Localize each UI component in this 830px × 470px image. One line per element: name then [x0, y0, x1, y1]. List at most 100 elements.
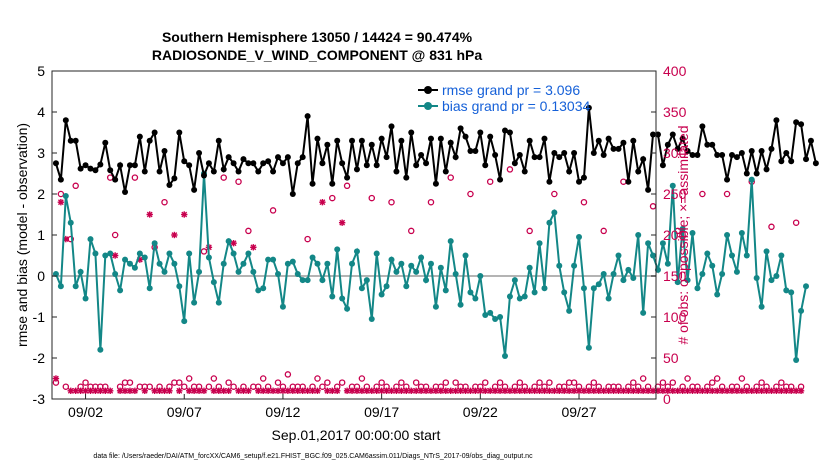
obs-assimilated-marker [185, 387, 193, 394]
obs-possible-marker [758, 379, 765, 386]
obs-assimilated-stroke [215, 387, 222, 394]
rmse-point [225, 154, 232, 161]
rmse-point [684, 147, 691, 154]
bias-point [437, 264, 444, 271]
y-tick-label-right: 250 [663, 186, 687, 202]
rmse-point [502, 127, 508, 134]
obs-assimilated-stroke [521, 387, 528, 394]
rmse-point [807, 137, 814, 144]
obs-assimilated-stroke [87, 387, 94, 394]
obs-assimilated-stroke [447, 387, 454, 394]
y-tick-label: 2 [37, 186, 45, 202]
obs-possible-marker [304, 235, 311, 243]
obs-assimilated-marker [649, 387, 657, 394]
bias-point [255, 287, 262, 294]
rmse-point [304, 113, 311, 120]
bias-point [319, 277, 326, 284]
rmse-point [294, 160, 301, 167]
y-axis-label-right: # of obs: o=possible; ×=assimilated [675, 125, 691, 344]
x-tick-label: 09/12 [265, 404, 300, 420]
rmse-point [265, 158, 272, 165]
rmse-point [546, 178, 553, 185]
rmse-point [408, 129, 415, 136]
rmse-point [368, 141, 375, 148]
obs-assimilated-stroke [403, 387, 410, 394]
obs-possible-marker [180, 383, 188, 390]
bias-point [605, 295, 612, 302]
obs-possible-marker [319, 383, 326, 390]
obs-assimilated-stroke [433, 387, 439, 394]
rmse-point [689, 152, 696, 159]
rmse-point [580, 174, 587, 181]
rmse-point [319, 160, 326, 167]
bias-point [368, 316, 375, 323]
obs-assimilated-marker [491, 387, 499, 394]
bias-point [462, 252, 469, 259]
obs-assimilated-marker [580, 387, 588, 394]
plot-background [52, 71, 656, 399]
bias-point [733, 268, 740, 275]
bias-point [704, 250, 711, 257]
obs-assimilated-marker [161, 387, 168, 394]
obs-assimilated-stroke [92, 387, 99, 394]
legend-bias-label: bias grand pr = 0.13034 [442, 98, 590, 114]
y-tick-label-right: 0 [663, 391, 671, 407]
plot-area: -3-2-101234505010015020025030035040009/0… [33, 63, 819, 420]
rmse-point [462, 133, 469, 140]
obs-possible-marker [699, 190, 706, 198]
bias-point [349, 260, 356, 267]
rmse-point [788, 158, 795, 165]
obs-assimilated-stroke [156, 387, 163, 394]
obs-assimilated-stroke [334, 387, 341, 394]
obs-assimilated-stroke [511, 387, 518, 394]
bias-point [753, 275, 760, 282]
rmse-point [467, 147, 474, 154]
y-tick-label-right: 350 [663, 104, 687, 120]
obs-assimilated-marker [240, 387, 247, 394]
obs-possible-marker [358, 375, 366, 382]
bias-point [798, 307, 805, 314]
obs-assimilated-stroke [477, 387, 484, 394]
rmse-point [151, 129, 158, 136]
rmse-point [576, 178, 583, 185]
obs-assimilated-stroke [684, 387, 691, 394]
bias-point [793, 357, 800, 364]
obs-assimilated-stroke [694, 387, 701, 394]
obs-possible-marker [669, 379, 677, 386]
rmse-point [457, 125, 464, 132]
rmse-point [373, 162, 380, 169]
rmse-point [245, 160, 252, 167]
obs-assimilated-stroke [210, 387, 217, 394]
rmse-point [566, 168, 573, 175]
bias-point [166, 250, 173, 257]
bias-point [413, 268, 420, 275]
obs-assimilated-marker [585, 387, 593, 394]
bias-point [482, 311, 489, 318]
obs-assimilated-marker [792, 387, 800, 394]
bias-point [67, 219, 74, 226]
obs-assimilated-stroke [368, 387, 375, 394]
obs-assimilated-stroke [57, 199, 64, 206]
obs-assimilated-marker [417, 387, 425, 394]
rmse-point [605, 135, 612, 142]
rmse-point [191, 186, 198, 193]
bias-point [516, 295, 523, 302]
obs-assimilated-marker [343, 387, 351, 394]
obs-possible-marker [338, 379, 346, 386]
obs-assimilated-stroke [166, 387, 173, 394]
bias-point [576, 234, 583, 241]
obs-assimilated-stroke [556, 387, 563, 394]
bias-point [664, 260, 671, 267]
bias-point [600, 270, 607, 277]
rmse-point [768, 145, 775, 152]
obs-assimilated-stroke [77, 387, 84, 394]
obs-assimilated-stroke [67, 387, 74, 394]
obs-possible-marker [600, 227, 607, 235]
rmse-point [260, 160, 267, 167]
rmse-point [536, 154, 543, 161]
rmse-point [472, 147, 479, 154]
obs-possible-marker [176, 379, 183, 386]
rmse-point [625, 178, 632, 185]
y-tick-label-right: 300 [663, 145, 687, 161]
